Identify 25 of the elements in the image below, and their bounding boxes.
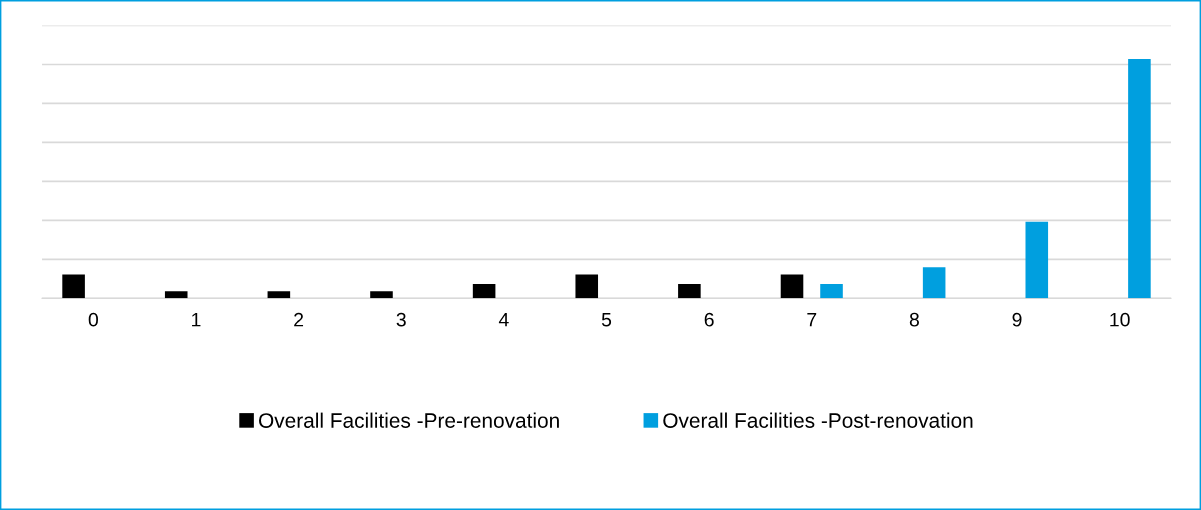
bar <box>575 274 599 299</box>
bar <box>1025 221 1049 299</box>
bar <box>370 291 393 299</box>
bar <box>820 283 843 299</box>
bar <box>922 267 946 299</box>
bar <box>678 283 701 299</box>
legend-label: Overall Facilities -Pre-renovation <box>259 412 559 428</box>
x-tick-label: 6 <box>704 312 714 327</box>
bar <box>780 274 804 299</box>
x-tick-label: 3 <box>396 312 406 327</box>
bar <box>1128 59 1151 299</box>
x-tick-label: 10 <box>1110 312 1130 327</box>
legend-label: Overall Facilities -Post-renovation <box>663 412 973 428</box>
x-tick-label: 5 <box>601 312 612 327</box>
x-tick-label: 1 <box>192 312 201 327</box>
x-tick-label: 2 <box>294 312 304 327</box>
x-tick-label: 0 <box>88 312 98 327</box>
x-tick-label: 9 <box>1012 312 1022 327</box>
bar <box>267 291 291 299</box>
bar <box>164 291 188 299</box>
bar <box>62 274 85 299</box>
x-tick-label: 7 <box>807 312 817 327</box>
x-tick-label: 8 <box>909 312 919 327</box>
bar <box>472 283 496 299</box>
x-tick-label: 4 <box>498 312 509 327</box>
